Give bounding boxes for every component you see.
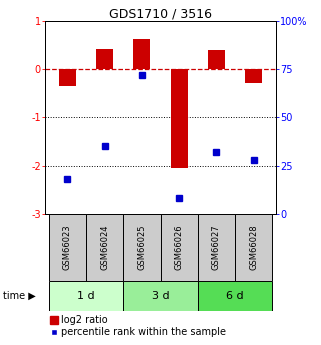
Bar	[208, 50, 225, 69]
Bar	[123, 281, 198, 310]
Text: GSM66025: GSM66025	[137, 225, 146, 270]
Bar	[245, 69, 262, 82]
Text: GSM66028: GSM66028	[249, 225, 258, 270]
Bar	[160, 214, 198, 281]
Text: 3 d: 3 d	[152, 291, 169, 301]
Text: GDS1710 / 3516: GDS1710 / 3516	[109, 8, 212, 21]
Text: GSM66023: GSM66023	[63, 225, 72, 270]
Bar	[123, 214, 160, 281]
Text: 1 d: 1 d	[77, 291, 95, 301]
Text: time ▶: time ▶	[3, 291, 36, 301]
Bar	[49, 281, 123, 310]
Text: GSM66026: GSM66026	[175, 225, 184, 270]
Bar	[198, 214, 235, 281]
Bar	[198, 281, 272, 310]
Text: GSM66027: GSM66027	[212, 225, 221, 270]
Bar	[235, 214, 272, 281]
Bar	[59, 69, 76, 86]
Bar	[86, 214, 123, 281]
Bar	[96, 49, 113, 69]
Legend: log2 ratio, percentile rank within the sample: log2 ratio, percentile rank within the s…	[50, 315, 227, 337]
Text: GSM66024: GSM66024	[100, 225, 109, 270]
Bar	[49, 214, 86, 281]
Text: 6 d: 6 d	[226, 291, 244, 301]
Bar	[171, 69, 187, 168]
Bar	[134, 39, 150, 69]
